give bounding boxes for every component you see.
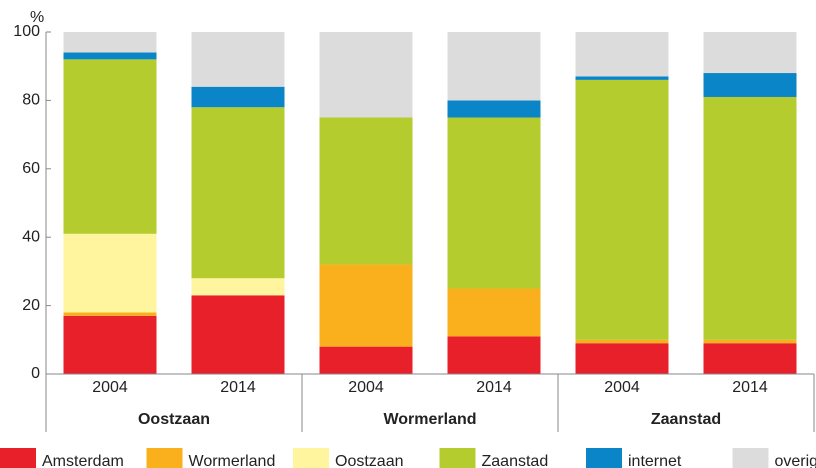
bar-segment [703,73,797,97]
bar-segment [191,32,285,87]
y-tick-label: 40 [22,228,40,245]
x-tick-label: 2004 [604,379,640,396]
bar-segment [447,117,541,289]
legend-swatch [146,448,183,468]
bar-segment [63,52,157,60]
y-tick-label: 0 [31,365,40,382]
group-label: Oostzaan [138,411,210,428]
bar-segment [703,343,797,374]
legend-label: internet [628,453,682,468]
bar-segment [191,295,285,374]
x-tick-label: 2014 [220,379,256,396]
y-tick-label: 100 [13,23,40,40]
group-label: Wormerland [383,411,476,428]
bar-segment [447,288,541,337]
legend-label: overig [775,453,816,468]
legend-swatch [586,448,622,468]
bar-segment [447,32,541,101]
x-tick-label: 2014 [732,379,768,396]
y-tick-label: 20 [22,297,40,314]
legend-label: Amsterdam [42,453,124,468]
bar-segment [319,117,413,265]
bar-segment [447,100,541,118]
bar-segment [191,278,285,296]
bar-segment [575,32,669,77]
x-tick-label: 2004 [348,379,384,396]
group-label: Zaanstad [651,411,721,428]
x-tick-label: 2004 [92,379,128,396]
bar-segment [319,264,413,347]
bar-segment [319,32,413,118]
legend-swatch [732,448,769,468]
legend-label: Zaanstad [482,453,549,468]
bar-segment [63,59,157,234]
legend-label: Wormerland [189,453,276,468]
y-axis-label: % [30,9,44,26]
bar-segment [191,86,285,108]
legend-swatch [439,448,476,468]
bar-segment [63,32,157,53]
legend-swatch [293,448,329,468]
x-tick-label: 2014 [476,379,512,396]
bar-segment [191,107,285,279]
bar-segment [575,79,669,340]
bar-segment [63,315,157,374]
bar-segment [447,336,541,374]
legend-label: Oostzaan [335,453,403,468]
bar-segment [575,339,669,344]
bar-segment [63,233,157,313]
bar-segment [575,76,669,80]
y-tick-label: 60 [22,160,40,177]
bar-segment [575,343,669,374]
legend-swatch [0,448,36,468]
bar-segment [703,339,797,344]
bar-segment [703,32,797,74]
bar-segment [703,96,797,340]
bar-segment [63,312,157,316]
y-tick-label: 80 [22,92,40,109]
bar-segment [319,346,413,374]
